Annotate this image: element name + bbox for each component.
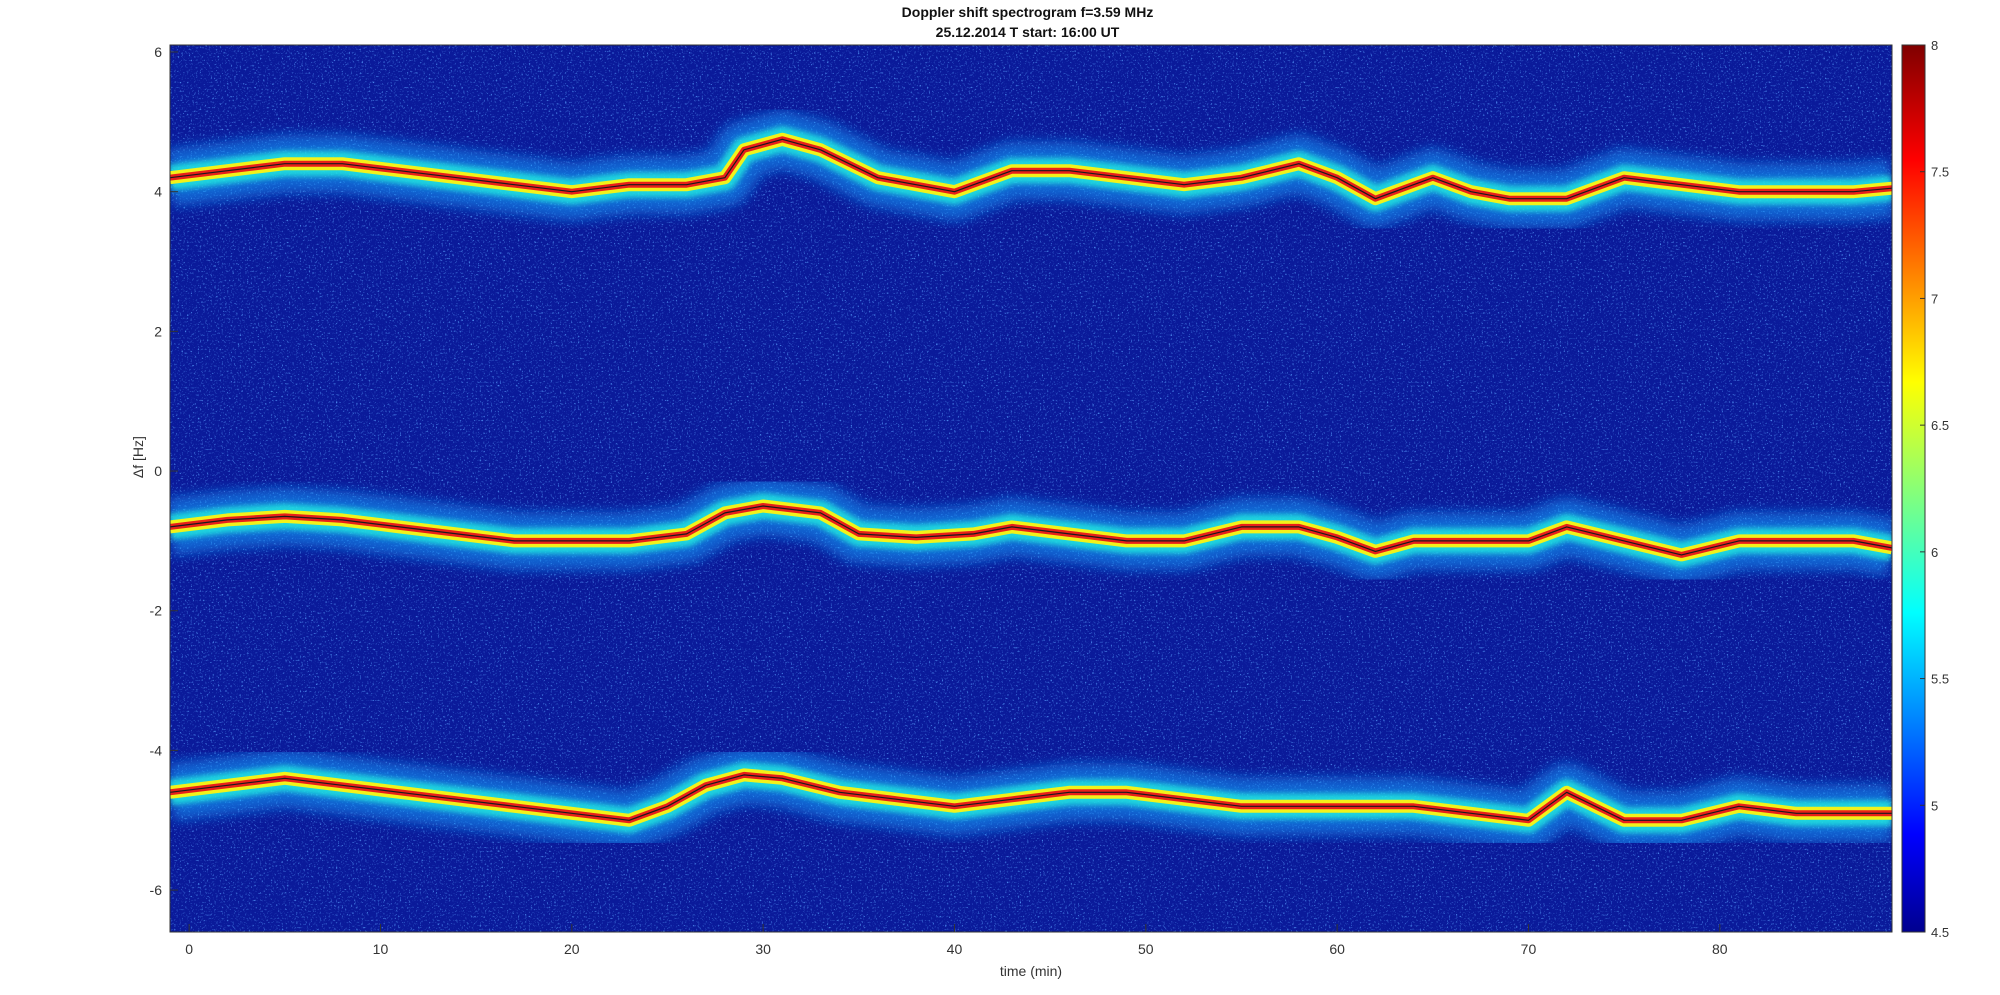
colorbar-tick-label: 4.5 — [1931, 925, 1949, 940]
chart-subtitle: 25.12.2014 T start: 16:00 UT — [935, 24, 1120, 40]
plot-frame — [169, 44, 1893, 933]
x-tick-label: 70 — [1521, 941, 1537, 957]
y-tick-label: 2 — [154, 323, 162, 339]
colorbar-tick-label: 7.5 — [1931, 165, 1949, 180]
plot-area — [169, 44, 1893, 933]
x-tick-label: 80 — [1712, 941, 1728, 957]
x-tick-label: 40 — [947, 941, 963, 957]
x-tick-label: 30 — [755, 941, 771, 957]
x-tick-label: 50 — [1138, 941, 1154, 957]
colorbar: 8 7.5 7 6.5 6 5.5 5 4.5 — [1901, 38, 1949, 940]
colorbar-tick-label: 6 — [1931, 545, 1938, 560]
y-tick-label: 4 — [154, 184, 162, 200]
y-tick-label: -4 — [150, 742, 163, 758]
chart-title: Doppler shift spectrogram f=3.59 MHz — [901, 4, 1154, 20]
colorbar-tick-label: 7 — [1931, 291, 1938, 306]
colorbar-tick-label: 8 — [1931, 38, 1938, 53]
spectral-line-trace-2 — [170, 505, 1892, 556]
spectral-line-trace-3 — [170, 774, 1892, 821]
y-axis-label: Δf [Hz] — [130, 436, 146, 478]
colorbar-tick-label: 6.5 — [1931, 418, 1949, 433]
x-axis-label: time (min) — [1000, 963, 1062, 979]
x-axis: 0 10 20 30 40 50 60 70 80 — [185, 924, 1728, 957]
colorbar-tick-label: 5.5 — [1931, 672, 1949, 687]
x-tick-label: 60 — [1329, 941, 1345, 957]
y-tick-label: -6 — [150, 882, 163, 898]
y-tick-label: 0 — [154, 463, 162, 479]
colorbar-tick-label: 5 — [1931, 798, 1938, 813]
y-tick-label: -2 — [150, 603, 163, 619]
colorbar-gradient — [1901, 44, 1926, 933]
y-tick-label: 6 — [154, 44, 162, 60]
x-tick-label: 10 — [373, 941, 389, 957]
x-tick-label: 20 — [564, 941, 580, 957]
y-axis: 6 4 2 0 -2 -4 -6 — [150, 44, 178, 898]
spectral-line-trace-1 — [170, 138, 1892, 200]
x-tick-label: 0 — [185, 941, 193, 957]
